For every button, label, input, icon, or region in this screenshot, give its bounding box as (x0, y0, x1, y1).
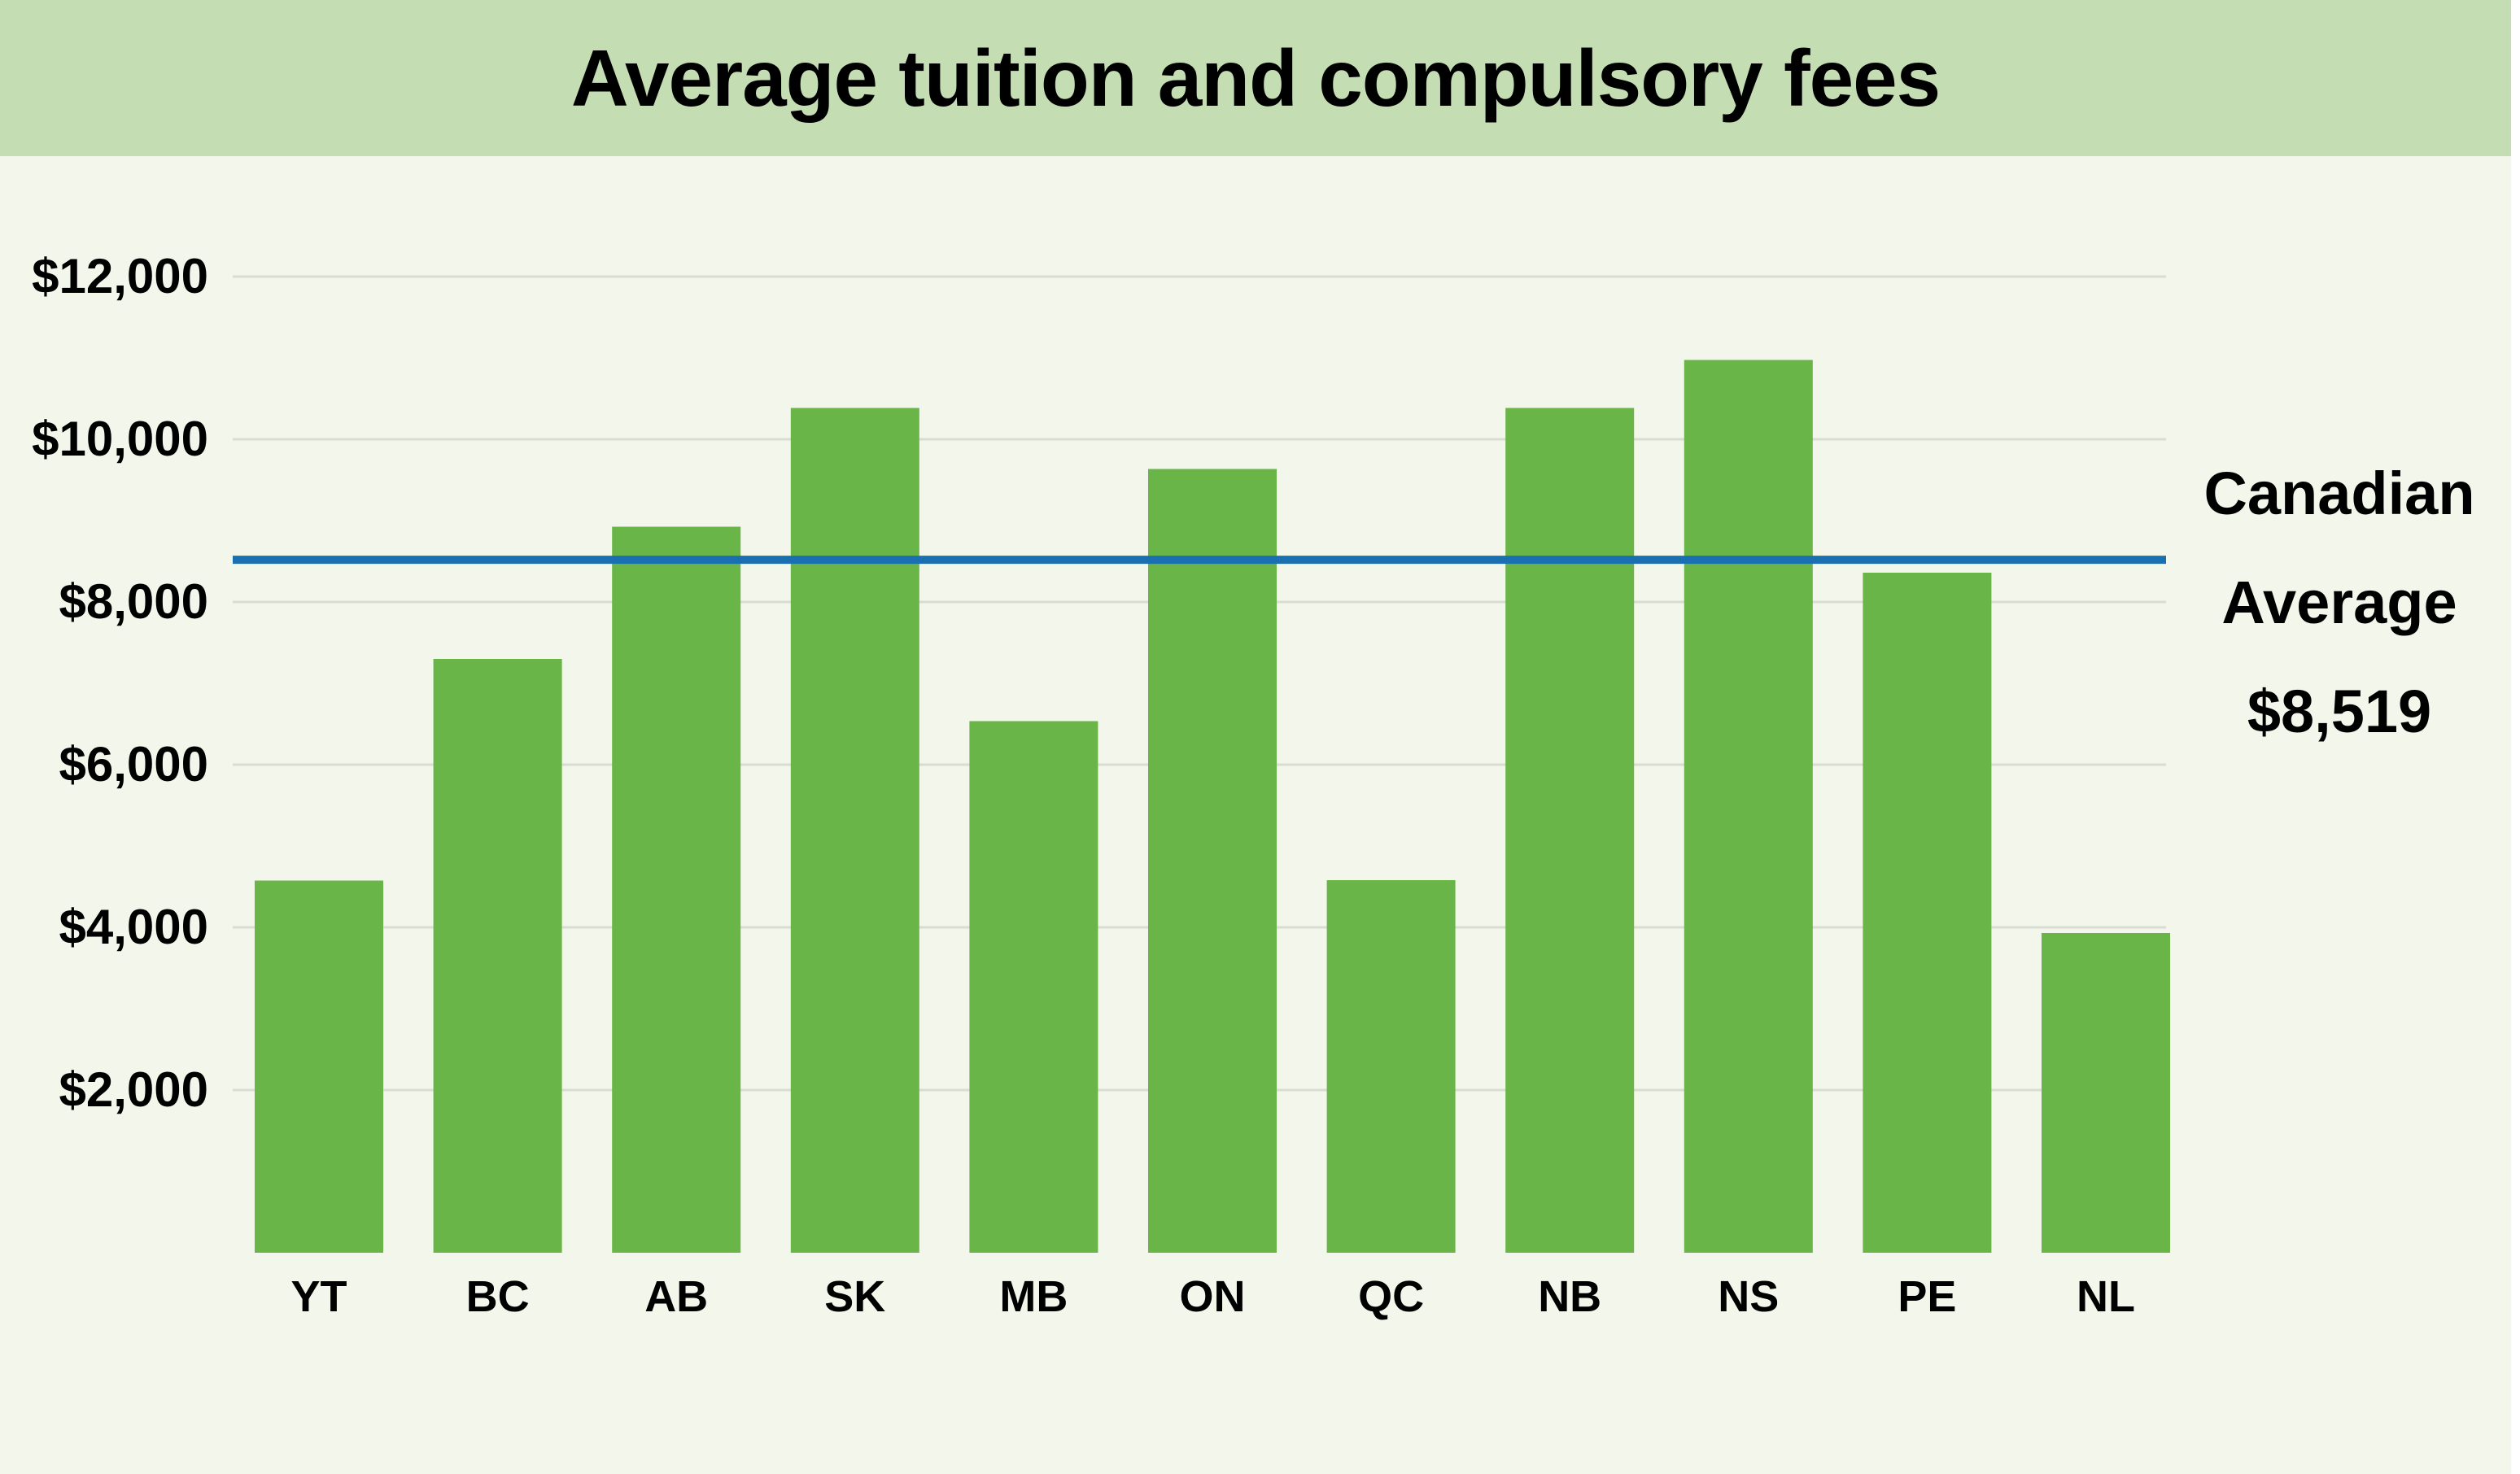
bar-bc (433, 659, 562, 1253)
y-tick-label: $6,000 (59, 737, 208, 792)
bar-on (1148, 469, 1277, 1253)
x-tick-label: PE (1898, 1272, 1956, 1321)
x-tick-label: ON (1180, 1272, 1246, 1321)
chart-title: Average tuition and compulsory fees (570, 33, 1941, 123)
bar-yt (255, 880, 383, 1253)
x-tick-label: MB (999, 1272, 1068, 1321)
bars (255, 360, 2170, 1253)
x-tick-label: QC (1358, 1272, 1424, 1321)
bar-ns (1684, 360, 1813, 1253)
y-axis-ticks: $2,000 $4,000 $6,000 $8,000 $10,000 $12,000 (32, 249, 208, 1117)
y-tick-label: $12,000 (32, 249, 208, 303)
x-tick-label: SK (824, 1272, 885, 1321)
bar-qc (1326, 880, 1456, 1253)
bar-mb (969, 721, 1098, 1253)
x-tick-label: NB (1538, 1272, 1601, 1321)
x-axis-labels: YT BC AB SK MB ON QC NB NS PE NL (290, 1272, 2135, 1321)
bar-sk (790, 408, 919, 1253)
x-tick-label: NL (2077, 1272, 2135, 1321)
avg-label-line-2: Average (2221, 569, 2457, 636)
y-tick-label: $4,000 (59, 900, 208, 954)
bar-ab (612, 526, 741, 1253)
title-band: Average tuition and compulsory fees (0, 0, 2511, 156)
y-tick-label: $2,000 (59, 1062, 208, 1117)
canadian-average-label: Canadian Average $8,519 (2164, 439, 2514, 766)
x-tick-label: AB (644, 1272, 708, 1321)
x-tick-label: YT (290, 1272, 347, 1321)
avg-label-line-1: Canadian (2203, 460, 2475, 527)
y-tick-label: $10,000 (32, 412, 208, 466)
bar-nl (2042, 933, 2170, 1253)
x-tick-label: NS (1718, 1272, 1779, 1321)
x-tick-label: BC (466, 1272, 530, 1321)
y-tick-label: $8,000 (59, 574, 208, 629)
avg-label-line-3: $8,519 (2247, 678, 2432, 745)
bar-pe (1863, 573, 1992, 1253)
bar-nb (1505, 408, 1635, 1253)
